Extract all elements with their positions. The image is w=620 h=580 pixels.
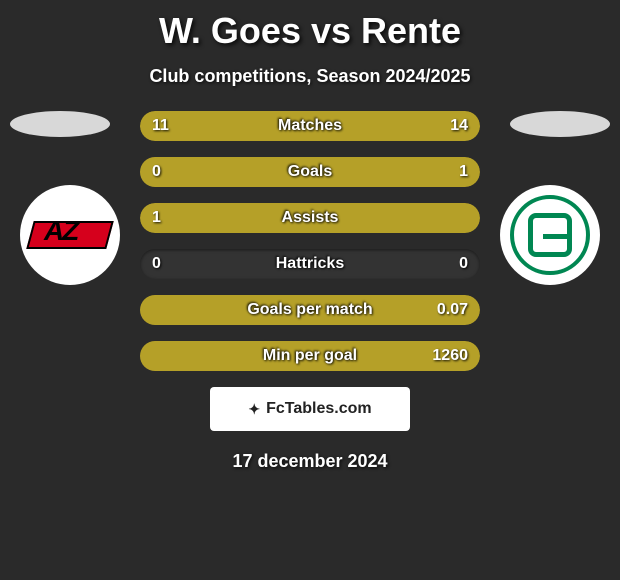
- stat-value-right: 14: [450, 111, 468, 141]
- stat-label: Matches: [140, 111, 480, 141]
- watermark-icon: ✦: [248, 401, 260, 418]
- player-ellipse-left: [10, 111, 110, 137]
- stat-row: 1Assists: [140, 203, 480, 233]
- stat-row: Goals per match0.07: [140, 295, 480, 325]
- team-logo-right: [500, 185, 600, 285]
- stat-label: Assists: [140, 203, 480, 233]
- watermark: ✦ FcTables.com: [210, 387, 410, 431]
- stat-label: Goals: [140, 157, 480, 187]
- stat-label: Hattricks: [140, 249, 480, 279]
- comparison-content: AZ 11Matches140Goals11Assists0Hattricks0…: [0, 111, 620, 371]
- stat-value-right: 0.07: [437, 295, 468, 325]
- stat-value-right: 0: [459, 249, 468, 279]
- stat-bars: 11Matches140Goals11Assists0Hattricks0Goa…: [140, 111, 480, 371]
- page-title: W. Goes vs Rente: [0, 0, 620, 52]
- team-logo-left: AZ: [20, 185, 120, 285]
- stat-row: 0Hattricks0: [140, 249, 480, 279]
- stat-row: 11Matches14: [140, 111, 480, 141]
- stat-label: Min per goal: [140, 341, 480, 371]
- stat-row: Min per goal1260: [140, 341, 480, 371]
- groningen-logo-icon: [510, 195, 590, 275]
- subtitle: Club competitions, Season 2024/2025: [0, 66, 620, 87]
- az-logo-icon: AZ: [30, 205, 110, 265]
- stat-value-right: 1260: [432, 341, 468, 371]
- stat-label: Goals per match: [140, 295, 480, 325]
- stat-row: 0Goals1: [140, 157, 480, 187]
- player-ellipse-right: [510, 111, 610, 137]
- date-text: 17 december 2024: [0, 451, 620, 472]
- watermark-text: FcTables.com: [266, 400, 372, 418]
- stat-value-right: 1: [459, 157, 468, 187]
